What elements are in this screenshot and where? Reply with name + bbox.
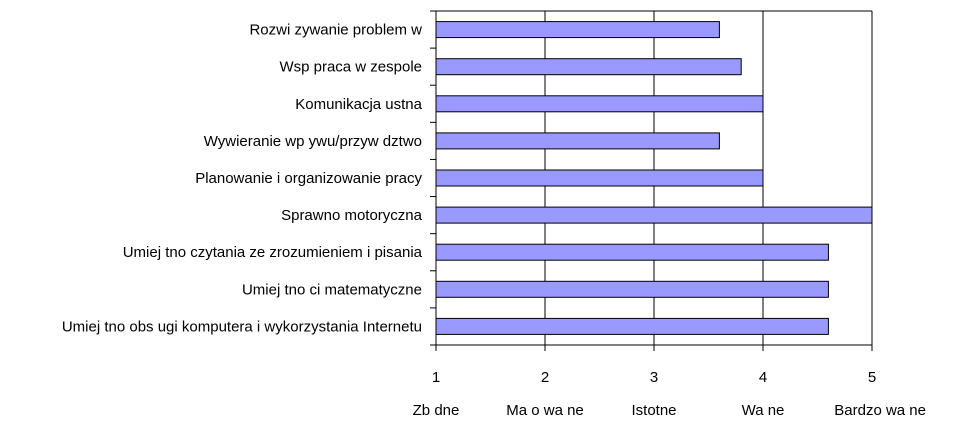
category-label-4: Planowanie i organizowanie pracy [195,170,422,187]
category-label-2: Komunikacja ustna [295,96,422,113]
x-tick-label-3: 4 [759,369,767,386]
category-label-5: Sprawno motoryczna [281,207,423,224]
x-description-0: Zb dne [413,402,460,419]
category-label-3: Wywieranie wp ywu/przyw dztwo [204,133,422,150]
bar-6 [435,243,829,261]
category-label-7: Umiej tno ci matematyczne [242,281,422,298]
x-tick-descriptions: Zb dne Ma o wa ne Istotne Wa ne Bardzo wa ne [413,402,926,419]
category-label-6: Umiej tno czytania ze zrozumieniem i pis… [123,244,423,261]
x-tick-labels: 1 2 3 4 5 [432,369,876,386]
x-description-1: Ma o wa ne [506,402,584,419]
bar-3 [435,132,720,150]
x-description-3: Wa ne [742,402,785,419]
bar-4 [435,169,764,187]
x-tick-label-1: 2 [541,369,549,386]
category-labels: Rozwi zywanie problem w Wsp praca w zespo… [62,22,423,336]
bars [435,21,873,335]
bar-8 [435,317,829,335]
axes [430,10,873,351]
bar-2 [435,95,764,113]
category-label-1: Wsp praca w zespole [279,59,422,76]
bar-1 [435,58,742,76]
category-label-0: Rozwi zywanie problem w [249,22,422,39]
bar-7 [435,280,829,298]
category-label-8: Umiej tno obs ugi komputera i wykorzysta… [62,318,422,335]
x-tick-label-2: 3 [650,369,658,386]
x-tick-label-4: 5 [868,369,876,386]
bar-5 [435,206,873,224]
x-tick-label-0: 1 [432,369,440,386]
bar-0 [435,21,720,39]
x-description-2: Istotne [631,402,676,419]
x-description-4: Bardzo wa ne [834,402,926,419]
